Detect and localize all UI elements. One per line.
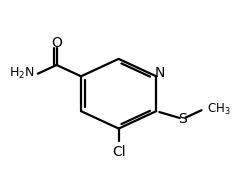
Text: Cl: Cl [112, 145, 125, 159]
Text: CH$_3$: CH$_3$ [207, 102, 231, 117]
Text: S: S [178, 112, 187, 126]
Text: N: N [154, 66, 165, 80]
Text: O: O [51, 36, 62, 50]
Text: H$_2$N: H$_2$N [9, 66, 35, 81]
